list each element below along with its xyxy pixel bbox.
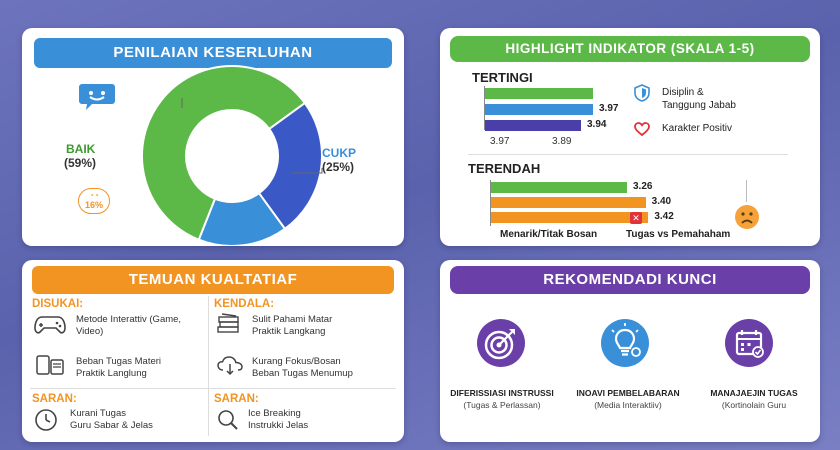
temuan-vertical-divider xyxy=(208,296,209,436)
donut-segment-2 xyxy=(257,101,323,231)
close-icon: ✕ xyxy=(630,212,642,224)
temuan-title: TEMUAN KUALTATIAF xyxy=(128,271,298,288)
top-axis-label-2: 3.89 xyxy=(552,136,572,147)
donut-segments xyxy=(141,65,323,246)
magnifier-icon xyxy=(216,408,240,432)
section-divider xyxy=(468,154,788,155)
top-item-2: Karakter Positiv xyxy=(662,123,733,134)
highlight-title-banner: HIGHLIGHT INDIKATOR (SKALA 1-5) xyxy=(450,36,810,62)
kendala-label: KENDALA: xyxy=(214,298,275,310)
kendala-item-1-line2: Praktik Langkang xyxy=(252,326,326,337)
rekomendasi-item-3-title: MANAJAEJIN TUGAS xyxy=(710,388,798,398)
lightbulb-icon xyxy=(600,318,650,368)
top-bar-2-value: 3.97 xyxy=(599,103,619,114)
donut-chart xyxy=(141,65,323,246)
disukai-item-1-line1: Metode Interattiv (Game, xyxy=(76,314,182,325)
top-item-1-line2: Tanggung Jabab xyxy=(662,100,736,111)
donut-segment-3 xyxy=(197,191,287,246)
cukp-percent: (25%) xyxy=(322,160,355,174)
disukai-item-1-line2: Video) xyxy=(76,326,104,337)
devices-icon xyxy=(34,354,66,376)
bottom-axis-line xyxy=(490,180,491,226)
rekomendasi-title: REKOMENDADI KUNCI xyxy=(543,271,717,288)
rekomendasi-item-1-title: DIFERISSIASI INSTRUSSI xyxy=(450,388,554,398)
overall-title: PENILAIAN KESERLUHAN xyxy=(113,44,313,61)
speech-bubble-icon xyxy=(78,82,116,112)
bottom-caption-1: Menarik/Titak Bosan xyxy=(500,229,598,240)
rekomendasi-item-2-title: INOAVI PEMBELABARAN xyxy=(576,388,680,398)
saran-left-item-1: Kurani Tugas xyxy=(70,408,126,419)
bottom-bar-1 xyxy=(491,182,627,193)
temuan-title-banner: TEMUAN KUALTATIAF xyxy=(32,266,394,294)
bottom-caption-2: Tugas vs Pemahaham xyxy=(626,229,731,240)
sad-face-icon xyxy=(734,204,760,230)
top-bar-3-value: 3.94 xyxy=(587,119,607,130)
bottom-bar-3-value: 3.42 xyxy=(654,211,674,222)
saran-right-item-2: Instrukki Jelas xyxy=(248,420,309,431)
gamepad-icon xyxy=(34,315,66,335)
cloud-download-icon xyxy=(216,354,244,376)
bottom-bar-2-value: 3.40 xyxy=(651,196,672,207)
qualitative-findings-card: TEMUAN KUALTATIAF DISUKAI: Metode Intera… xyxy=(22,260,404,442)
overall-title-banner: PENILAIAN KESERLUHAN xyxy=(34,38,392,68)
calendar-icon xyxy=(724,318,774,368)
top-section-title: TERTINGI xyxy=(472,70,533,85)
top-axis-label-1: 3.97 xyxy=(490,136,510,147)
disukai-label: DISUKAI: xyxy=(32,298,84,310)
leader-line-cukp xyxy=(292,168,323,174)
bottom-section-title: TERENDAH xyxy=(468,161,541,176)
kendala-item-1-line1: Sulit Pahami Matar xyxy=(252,314,333,325)
rekomendasi-item-1-sub: (Tugas & Perlassan) xyxy=(463,400,541,410)
baik-percent: (59%) xyxy=(64,156,97,170)
cukp-label: CUKP xyxy=(322,146,357,160)
disukai-item-2-line1: Beban Tugas Materi xyxy=(76,356,162,367)
bottom-bar-2 xyxy=(491,197,646,208)
top-bar-1 xyxy=(485,88,593,99)
bottom-bar-3 xyxy=(491,212,649,223)
top-item-1-line1: Disiplin & xyxy=(662,87,704,98)
shield-icon xyxy=(634,84,650,102)
low-percent-badge: ◔◔ 16% xyxy=(78,188,110,214)
rekomendasi-title-banner: REKOMENDADI KUNCI xyxy=(450,266,810,294)
disukai-item-2-line2: Praktik Langlung xyxy=(76,368,147,379)
kendala-item-2-line2: Beban Tugas Menumup xyxy=(252,368,353,379)
top-bar-3 xyxy=(485,120,581,131)
low-percent: 16% xyxy=(84,200,103,210)
saran-right-item-1: Ice Breaking xyxy=(248,408,301,419)
saran-left-item-2: Guru Sabar & Jelas xyxy=(70,420,153,431)
heart-icon xyxy=(634,122,650,136)
clock-icon xyxy=(34,408,58,432)
bottom-bar-1-value: 3.26 xyxy=(633,181,653,192)
highlight-indicator-card: HIGHLIGHT INDIKATOR (SKALA 1-5) TERTINGI… xyxy=(440,28,820,246)
key-recommendations-card: REKOMENDADI KUNCI DIFERISSIASI INSTRUSSI… xyxy=(440,260,820,442)
saran-right-label: SARAN: xyxy=(214,393,259,405)
top-bar-2 xyxy=(485,104,593,115)
rekomendasi-item-2-sub: (Media Interaktiiv) xyxy=(594,400,662,410)
sad-face-small-icon: ◔◔ xyxy=(89,191,99,200)
top-axis-line xyxy=(484,86,485,130)
overall-assessment-card: PENILAIAN KESERLUHAN BAIK (59%) CUKP (25… xyxy=(22,28,404,246)
target-icon xyxy=(476,318,526,368)
kendala-item-2-line1: Kurang Fokus/Bosan xyxy=(252,356,341,367)
saran-left-label: SARAN: xyxy=(32,393,77,405)
baik-label: BAIK xyxy=(66,142,96,156)
temuan-horizontal-divider xyxy=(30,388,396,389)
rekomendasi-item-3-sub: (Kortinolain Guru xyxy=(721,400,787,410)
donut-segment-1 xyxy=(141,65,307,241)
sad-face-tick xyxy=(746,180,747,202)
books-icon xyxy=(216,312,242,334)
highlight-title: HIGHLIGHT INDIKATOR (SKALA 1-5) xyxy=(505,41,755,56)
